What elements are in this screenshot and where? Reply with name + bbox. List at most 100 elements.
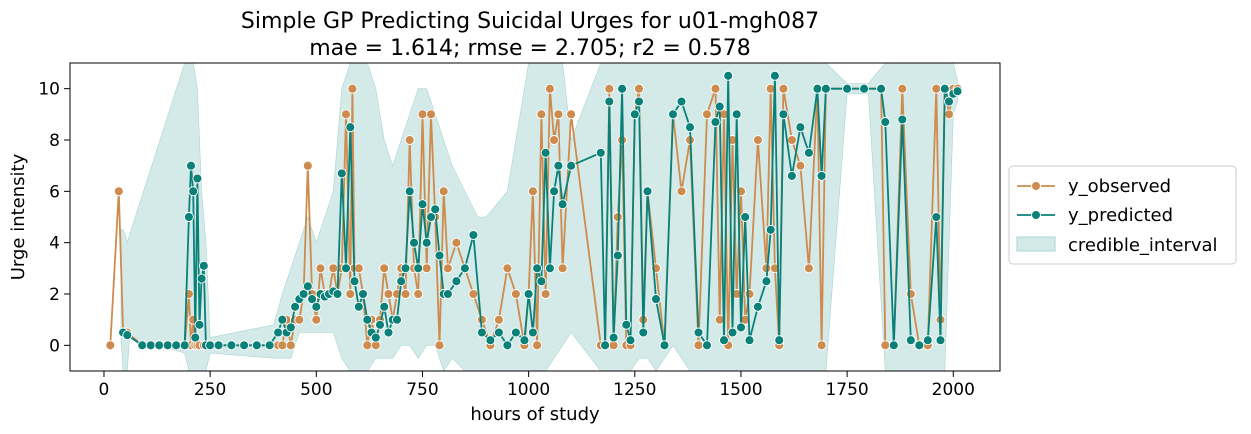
predicted-point [358,289,368,299]
predicted-point [765,224,776,235]
observed-point [493,314,504,325]
observed-point [634,83,644,94]
predicted-point [795,122,806,133]
predicted-point [549,186,560,197]
predicted-point [778,109,789,120]
predicted-point [392,314,402,325]
predicted-point [557,199,568,210]
predicted-point [404,186,415,197]
legend-interval-label: credible_interval [1068,235,1218,256]
predicted-point [608,332,619,343]
predicted-point [944,96,954,107]
observed-point [557,263,568,274]
predicted-point [931,212,942,222]
predicted-point [502,340,513,351]
legend-frame [1008,165,1237,265]
plot-frame [69,62,1001,372]
predicted-point [442,289,453,299]
observed-point [502,263,513,274]
observed-point [294,314,305,325]
observed-point [302,160,313,171]
predicted-point [302,281,313,292]
plot-area [105,63,963,371]
y-tick-label: 4 [49,234,60,254]
predicted-point [426,212,436,222]
observed-point [328,263,339,274]
observed-point [362,340,373,351]
predicted-point [952,86,963,97]
observed-point [353,263,364,274]
predicted-point [122,330,133,341]
predicted-point [719,335,729,346]
predicted-point [723,70,734,81]
predicted-point [600,340,611,351]
legend-predicted-label: y_predicted [1068,205,1173,226]
observed-point [451,237,462,248]
predicted-point [905,335,916,346]
observed-point [931,83,942,94]
predicted-point [239,340,250,351]
predicted-point [226,340,237,351]
y-axis-label: Urge intensity [8,153,29,280]
predicted-point [693,327,704,338]
predicted-point [820,83,831,94]
predicted-point [493,327,504,338]
predicted-point [532,263,543,274]
x-tick-label: 750 [406,380,438,400]
predicted-point [634,96,644,107]
predicted-point [349,276,360,287]
observed-point [693,340,704,351]
predicted-point [897,114,908,125]
observed-point [434,340,445,351]
predicted-point [939,83,950,94]
predicted-point [205,340,216,351]
observed-point [379,263,390,274]
predicted-point [922,335,933,346]
legend-observed-marker [1031,181,1041,191]
predicted-point [519,335,530,346]
predicted-point [196,273,207,284]
predicted-point [190,332,201,343]
predicted-point [311,301,322,312]
predicted-point [341,263,351,274]
predicted-point [914,340,925,351]
predicted-point [213,340,224,351]
predicted-point [396,276,407,287]
observed-point [778,83,789,94]
chart-subtitle: mae = 1.614; rmse = 2.705; r2 = 0.578 [309,36,751,61]
predicted-point [375,319,385,330]
y-tick-label: 10 [38,80,60,100]
predicted-point [421,237,432,248]
predicted-point [137,340,148,351]
observed-point [612,212,623,222]
predicted-point [935,335,946,346]
predicted-series-layer [118,70,963,351]
predicted-point [710,117,721,127]
predicted-point [451,276,462,287]
observed-point [341,109,351,120]
predicted-point [186,160,196,171]
observed-point [702,109,712,120]
observed-point [553,109,564,120]
predicted-point [353,301,364,312]
observed-point [905,289,916,299]
observed-point [676,186,687,197]
observed-point [816,340,827,351]
observed-point [527,186,538,197]
x-tick-label: 2000 [932,380,975,400]
observed-point [710,83,721,94]
observed-point [421,263,432,274]
predicted-point [880,117,891,127]
observed-point [413,289,424,299]
predicted-point [379,301,390,312]
predicted-point [604,96,615,107]
observed-point [277,340,288,351]
predicted-point [527,327,538,338]
legend-predicted-marker [1031,210,1041,220]
predicted-point [774,335,785,346]
observed-point [549,135,560,145]
predicted-point [485,335,496,346]
predicted-point [183,212,194,222]
predicted-point [842,83,853,94]
